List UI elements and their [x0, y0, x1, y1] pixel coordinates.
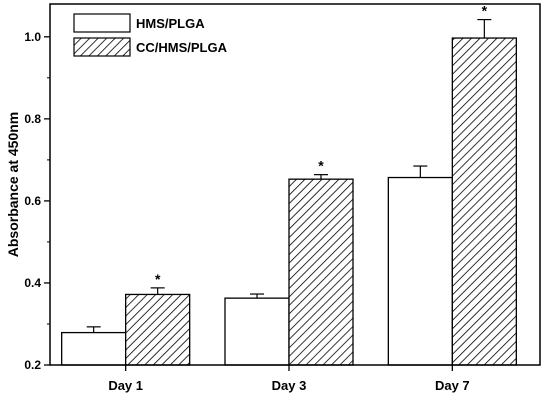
bars-group — [61, 37, 517, 366]
legend-label: CC/HMS/PLGA — [136, 40, 228, 55]
legend: HMS/PLGA CC/HMS/PLGA — [73, 13, 228, 57]
x-tick-label: Day 1 — [108, 378, 143, 393]
y-axis-label: Absorbance at 450nm — [5, 112, 21, 258]
y-tick-label: 0.8 — [24, 112, 41, 126]
significance-asterisk: * — [482, 3, 488, 19]
legend-swatch — [73, 37, 131, 57]
y-tick-label: 1.0 — [24, 30, 41, 44]
bar-cc-hms-plga-day-1 — [125, 293, 191, 366]
legend-label: HMS/PLGA — [136, 16, 205, 31]
plot-frame — [49, 3, 541, 366]
error-bars-group — [86, 18, 492, 333]
y-tick-label: 0.2 — [24, 358, 41, 372]
y-axis: 0.2 0.4 0.6 0.8 1.0 — [24, 30, 50, 372]
bar-hms-plga-day-7 — [387, 176, 453, 366]
bar-hms-plga-day-3 — [224, 297, 290, 366]
significance-marks-group: * * * — [155, 3, 488, 287]
bar-hms-plga-day-1 — [61, 331, 127, 366]
x-tick-label: Day 7 — [435, 378, 470, 393]
bar-cc-hms-plga-day-3 — [288, 178, 354, 366]
bar-cc-hms-plga-day-7 — [451, 37, 517, 366]
significance-asterisk: * — [155, 271, 161, 287]
y-tick-label: 0.6 — [24, 194, 41, 208]
y-tick-label: 0.4 — [24, 276, 41, 290]
x-axis: Day 1 Day 3 Day 7 — [108, 365, 470, 393]
legend-swatch — [73, 13, 131, 33]
significance-asterisk: * — [318, 158, 324, 174]
x-tick-label: Day 3 — [272, 378, 307, 393]
